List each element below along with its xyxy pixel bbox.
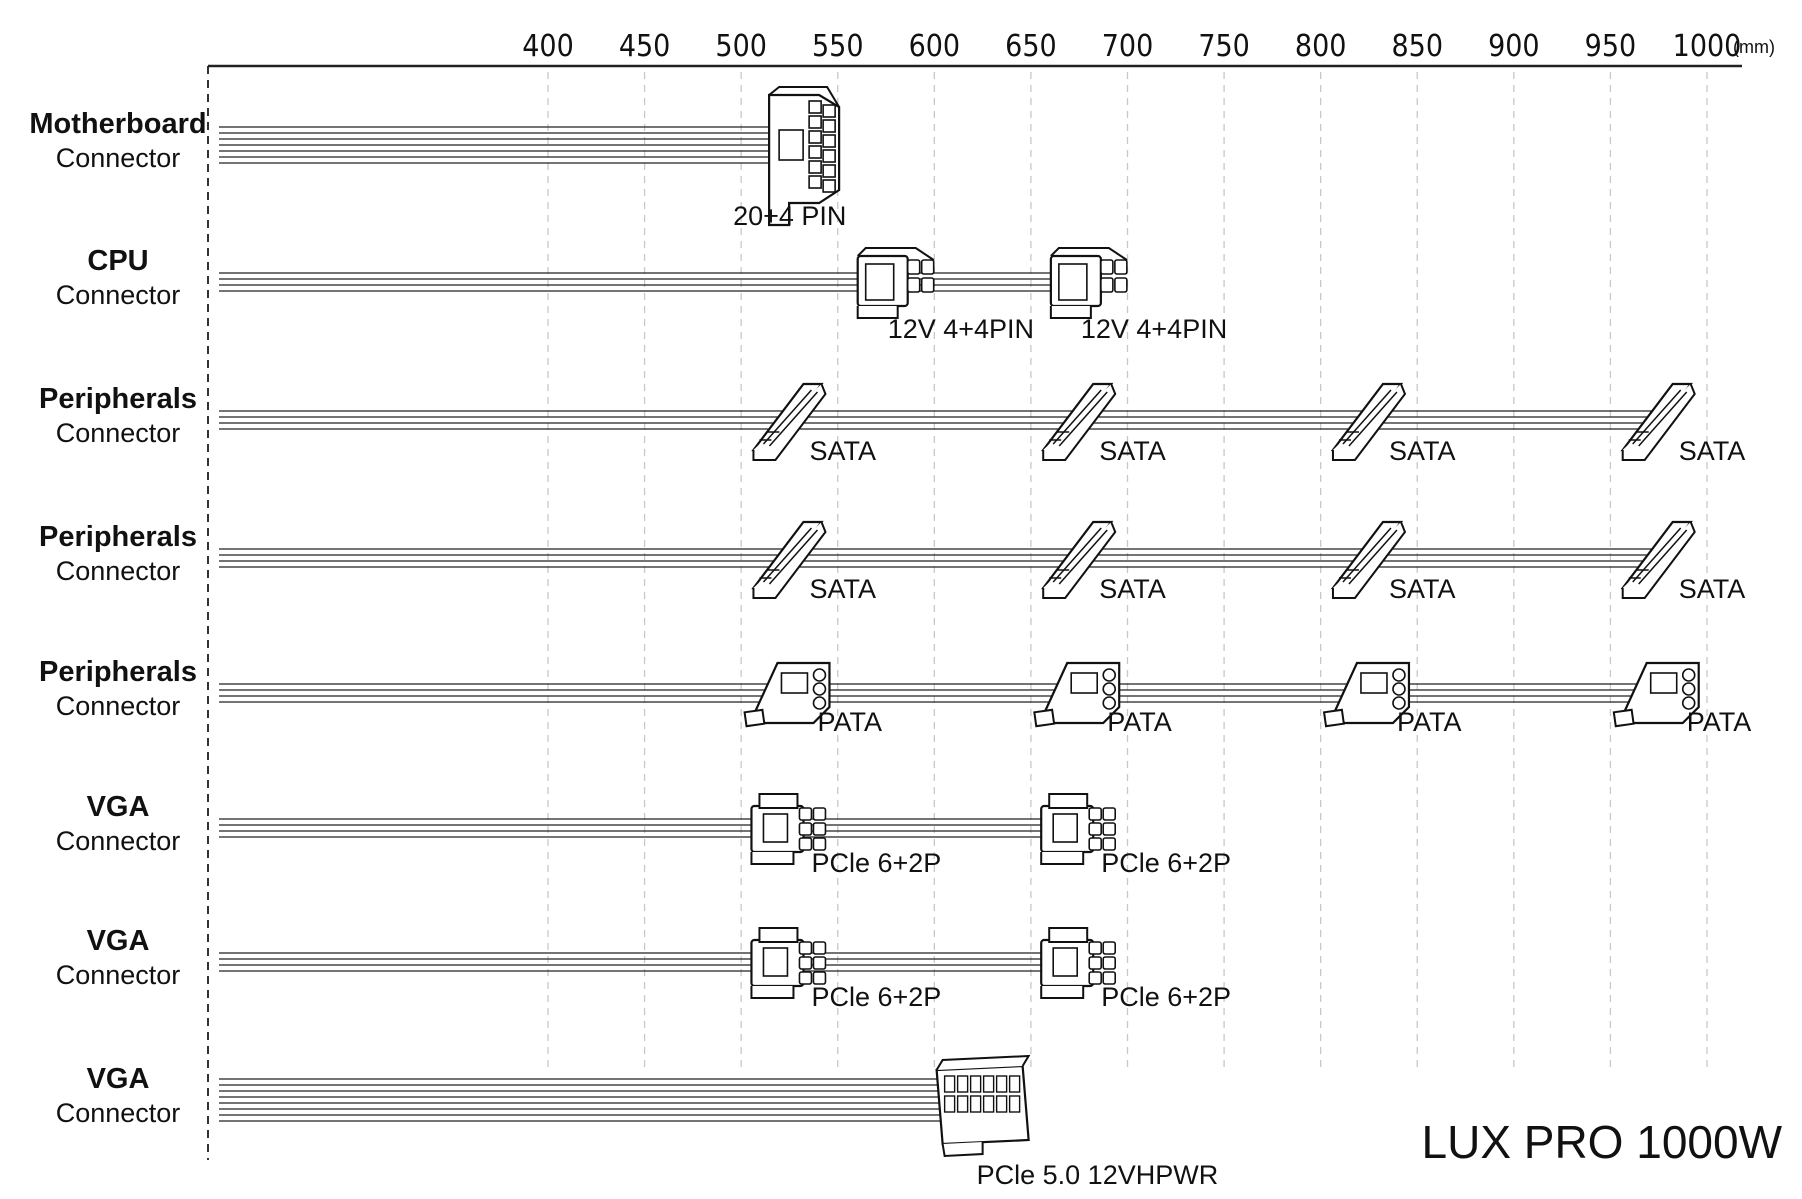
pcie-connector-icon	[1040, 927, 1117, 999]
sata-connector-icon	[1040, 382, 1117, 461]
atx-connector-icon	[768, 86, 841, 227]
tick-label: 700	[1102, 29, 1154, 64]
sata-connector-icon	[751, 520, 827, 599]
sata-connector-icon	[751, 382, 827, 461]
tick-label: 550	[812, 29, 864, 64]
eps-connector-icon	[1049, 247, 1128, 319]
wire-bundle	[219, 410, 1659, 430]
sata-connector-icon	[1040, 520, 1117, 599]
row-label-subtitle: Connector	[56, 418, 181, 448]
connector-label: 20+4 PIN	[733, 201, 846, 231]
pata-connector-icon	[1033, 661, 1121, 728]
length-axis: 400 450 500 550 600 650 700 750 800 850 900 950 1000…	[208, 29, 1775, 68]
wire-bundle	[219, 1078, 983, 1122]
row-label-title: VGA	[87, 1063, 150, 1095]
tick-label: 800	[1295, 29, 1347, 64]
row-label-title: Peripherals	[39, 521, 197, 553]
grid-lines	[207, 66, 1708, 1160]
wire-bundle	[219, 952, 1080, 972]
connector-label: 12V 4+4PIN	[888, 314, 1034, 344]
row-label-title: Motherboard	[29, 108, 206, 140]
connector-label: PATA	[1397, 707, 1462, 737]
tick-label: 500	[715, 29, 767, 64]
connector-label: SATA	[1679, 436, 1746, 466]
row-label-subtitle: Connector	[56, 826, 181, 856]
connector-label: SATA	[809, 574, 876, 604]
wire-bundle	[219, 683, 1659, 703]
wire-bundle	[219, 126, 800, 164]
row-label-subtitle: Connector	[56, 691, 181, 721]
connector-label: PCle 6+2P	[811, 982, 941, 1012]
row-label-subtitle: Connector	[56, 280, 181, 310]
connector-label: SATA	[1679, 574, 1746, 604]
connector-label: SATA	[1099, 436, 1166, 466]
connector-label: SATA	[809, 436, 876, 466]
tick-label: 750	[1198, 29, 1250, 64]
row-label-title: VGA	[87, 925, 150, 957]
row-label-title: Peripherals	[39, 656, 197, 688]
connector-label: SATA	[1099, 574, 1166, 604]
tick-label: 400	[522, 29, 574, 64]
row-label-subtitle: Connector	[56, 1098, 181, 1128]
tick-label: 850	[1391, 29, 1443, 64]
connector-label: PCle 5.0 12VHPWR	[977, 1160, 1219, 1190]
row-label-title: Peripherals	[39, 383, 197, 415]
tick-label: 450	[619, 29, 671, 64]
hpwr-connector-icon	[935, 1054, 1031, 1158]
sata-connector-icon	[1620, 382, 1696, 461]
row-label-subtitle: Connector	[56, 960, 181, 990]
axis-unit-label: (mm)	[1733, 37, 1775, 57]
tick-label: 1000	[1673, 29, 1742, 64]
eps-connector-icon	[856, 247, 935, 319]
connector-label: PATA	[1107, 707, 1172, 737]
pcie-connector-icon	[750, 793, 827, 865]
row-label-subtitle: Connector	[56, 143, 181, 173]
pata-connector-icon	[1322, 661, 1411, 728]
sata-connector-icon	[1330, 382, 1407, 461]
connector-label: PATA	[817, 707, 882, 737]
wire-bundle	[219, 272, 1089, 292]
pcie-connector-icon	[1040, 793, 1117, 865]
tick-label: 600	[909, 29, 961, 64]
tick-label: 950	[1585, 29, 1637, 64]
tick-label: 650	[1005, 29, 1057, 64]
sata-connector-icon	[1620, 520, 1696, 599]
connector-label: PATA	[1687, 707, 1752, 737]
pata-connector-icon	[743, 661, 831, 728]
connector-label: PCle 6+2P	[811, 848, 941, 878]
row-label-title: VGA	[87, 791, 150, 823]
pata-connector-icon	[1612, 661, 1700, 728]
pcie-connector-icon	[750, 927, 827, 999]
tick-label: 900	[1488, 29, 1540, 64]
connector-label: SATA	[1389, 436, 1456, 466]
sata-connector-icon	[1330, 520, 1407, 599]
wire-bundle	[219, 818, 1080, 838]
wire-bundle	[219, 548, 1659, 568]
model-title: LUX PRO 1000W	[1422, 1116, 1783, 1168]
row-label-title: CPU	[87, 245, 148, 277]
connector-label: PCle 6+2P	[1101, 982, 1231, 1012]
row-label-subtitle: Connector	[56, 556, 181, 586]
connector-label: SATA	[1389, 574, 1456, 604]
connector-label: 12V 4+4PIN	[1081, 314, 1227, 344]
connector-label: PCle 6+2P	[1101, 848, 1231, 878]
